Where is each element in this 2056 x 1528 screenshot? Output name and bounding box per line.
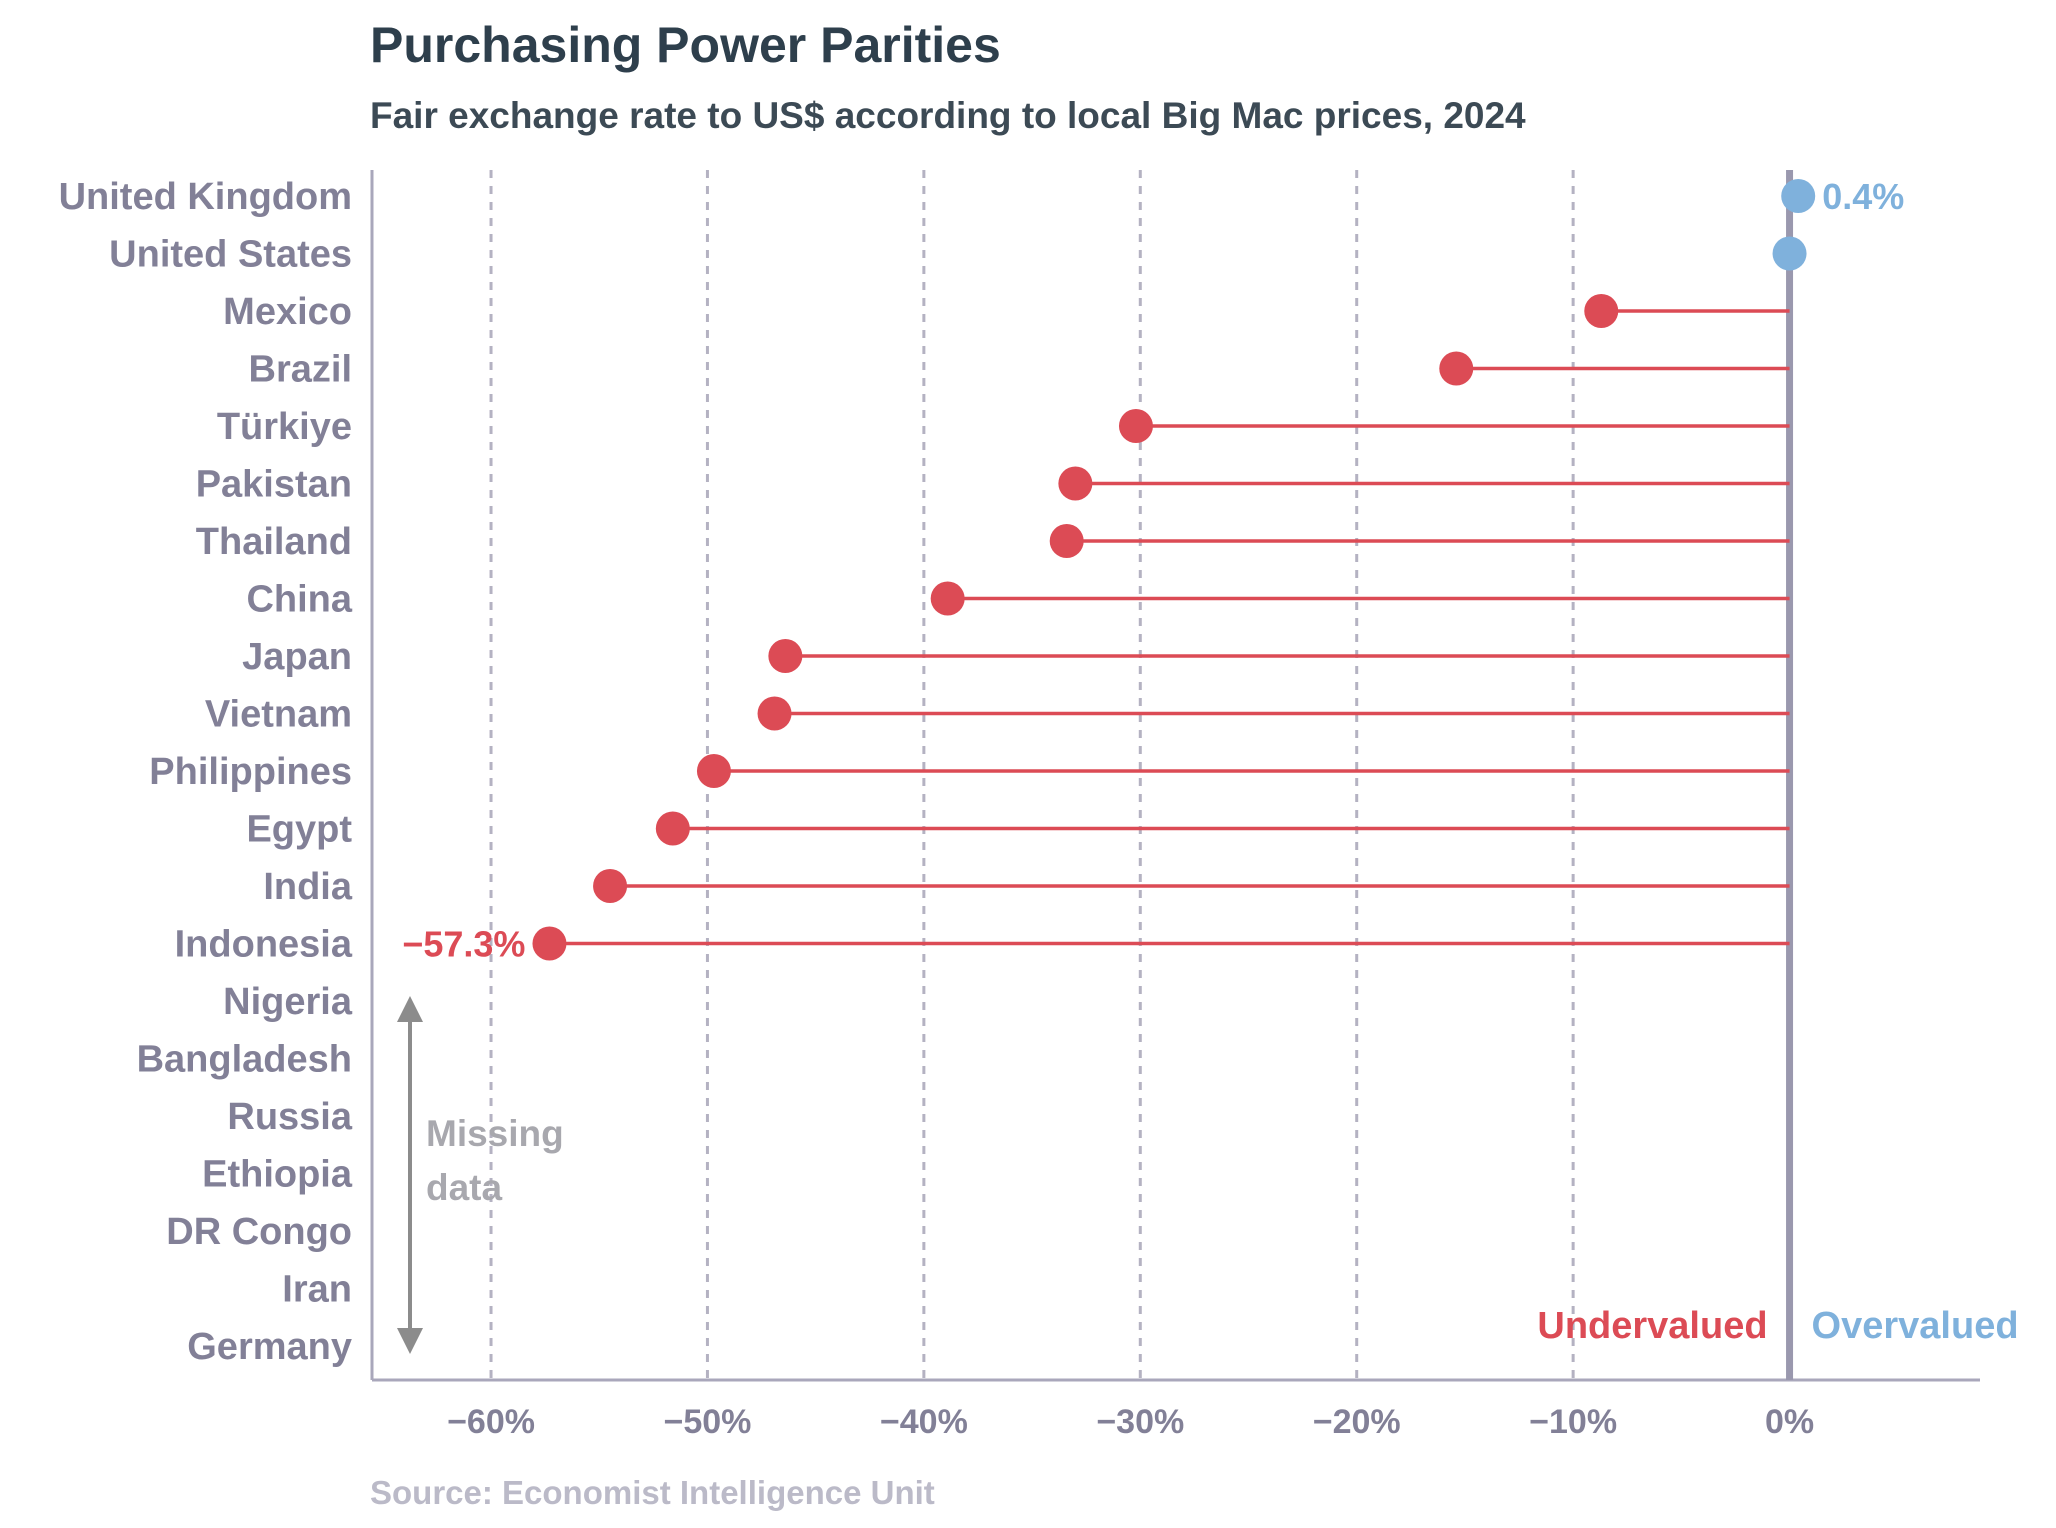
country-label-india: India bbox=[263, 866, 353, 908]
overvalued-label: Overvalued bbox=[1812, 1305, 2019, 1347]
x-tick-label: −20% bbox=[1313, 1403, 1401, 1441]
dot-thailand bbox=[1049, 524, 1084, 558]
country-label-brazil: Brazil bbox=[249, 349, 352, 391]
country-label-egypt: Egypt bbox=[246, 809, 352, 851]
country-label-germany: Germany bbox=[187, 1326, 352, 1368]
dot-india bbox=[593, 869, 628, 903]
source-note: Source: Economist Intelligence Unit bbox=[370, 1474, 935, 1511]
missing-data-arrow-down bbox=[397, 1328, 423, 1354]
country-label-indonesia: Indonesia bbox=[175, 924, 353, 966]
data-label-indonesia: −57.3% bbox=[402, 924, 525, 965]
country-label-t-rkiye: Türkiye bbox=[217, 406, 352, 448]
lollipop-stems bbox=[549, 309, 1790, 946]
x-tick-label: −50% bbox=[663, 1403, 751, 1441]
country-labels: United Kingdom United States Mexico Brazil T… bbox=[59, 176, 353, 1368]
dot-pakistan bbox=[1058, 466, 1093, 501]
x-tick-labels: −60% −50% −40% −30% −20% −10% 0% bbox=[447, 1403, 1814, 1441]
country-label-russia: Russia bbox=[227, 1096, 352, 1138]
dot-united-kingdom bbox=[1781, 179, 1816, 213]
country-label-philippines: Philippines bbox=[149, 751, 352, 793]
country-label-iran: Iran bbox=[282, 1269, 352, 1311]
axes bbox=[370, 170, 1980, 1382]
dot-egypt bbox=[655, 811, 690, 846]
country-label-ethiopia: Ethiopia bbox=[202, 1154, 353, 1196]
country-label-japan: Japan bbox=[242, 636, 352, 678]
dot-indonesia bbox=[532, 926, 567, 961]
gridlines bbox=[489, 170, 1575, 1380]
country-label-united-states: United States bbox=[109, 234, 352, 276]
country-label-china: China bbox=[246, 579, 352, 621]
annotations: 0.4% −57.3% Missing data Undervalued Overvalu… bbox=[397, 176, 2019, 1354]
x-tick-label: −60% bbox=[447, 1403, 535, 1441]
country-label-united-kingdom: United Kingdom bbox=[59, 176, 352, 218]
x-tick-label: −10% bbox=[1529, 1403, 1617, 1441]
x-tick-label: −40% bbox=[880, 1403, 968, 1441]
lollipop-dots bbox=[532, 179, 1816, 961]
x-tick-label: −30% bbox=[1096, 1403, 1184, 1441]
dot-japan bbox=[768, 639, 803, 673]
undervalued-label: Undervalued bbox=[1537, 1305, 1767, 1347]
dot-united-states bbox=[1772, 236, 1807, 271]
x-tick-label: 0% bbox=[1765, 1403, 1814, 1441]
country-label-vietnam: Vietnam bbox=[205, 694, 352, 736]
dot-philippines bbox=[696, 754, 731, 788]
country-label-bangladesh: Bangladesh bbox=[137, 1039, 352, 1081]
country-label-nigeria: Nigeria bbox=[223, 981, 353, 1023]
dot-china bbox=[930, 581, 965, 616]
country-label-pakistan: Pakistan bbox=[196, 464, 352, 506]
chart-title: Purchasing Power Parities bbox=[370, 17, 1001, 73]
dot-brazil bbox=[1439, 351, 1474, 386]
missing-data-label: Missing data bbox=[426, 1113, 564, 1208]
country-label-thailand: Thailand bbox=[196, 521, 352, 563]
chart-subtitle: Fair exchange rate to US$ according to l… bbox=[370, 95, 1526, 136]
dot-mexico bbox=[1584, 294, 1619, 328]
country-label-dr-congo: DR Congo bbox=[166, 1211, 352, 1253]
country-label-mexico: Mexico bbox=[223, 291, 352, 333]
data-label-united-kingdom: 0.4% bbox=[1822, 176, 1904, 217]
dot-t-rkiye bbox=[1118, 409, 1153, 443]
dot-vietnam bbox=[757, 696, 792, 731]
missing-data-arrow-up bbox=[397, 996, 423, 1022]
